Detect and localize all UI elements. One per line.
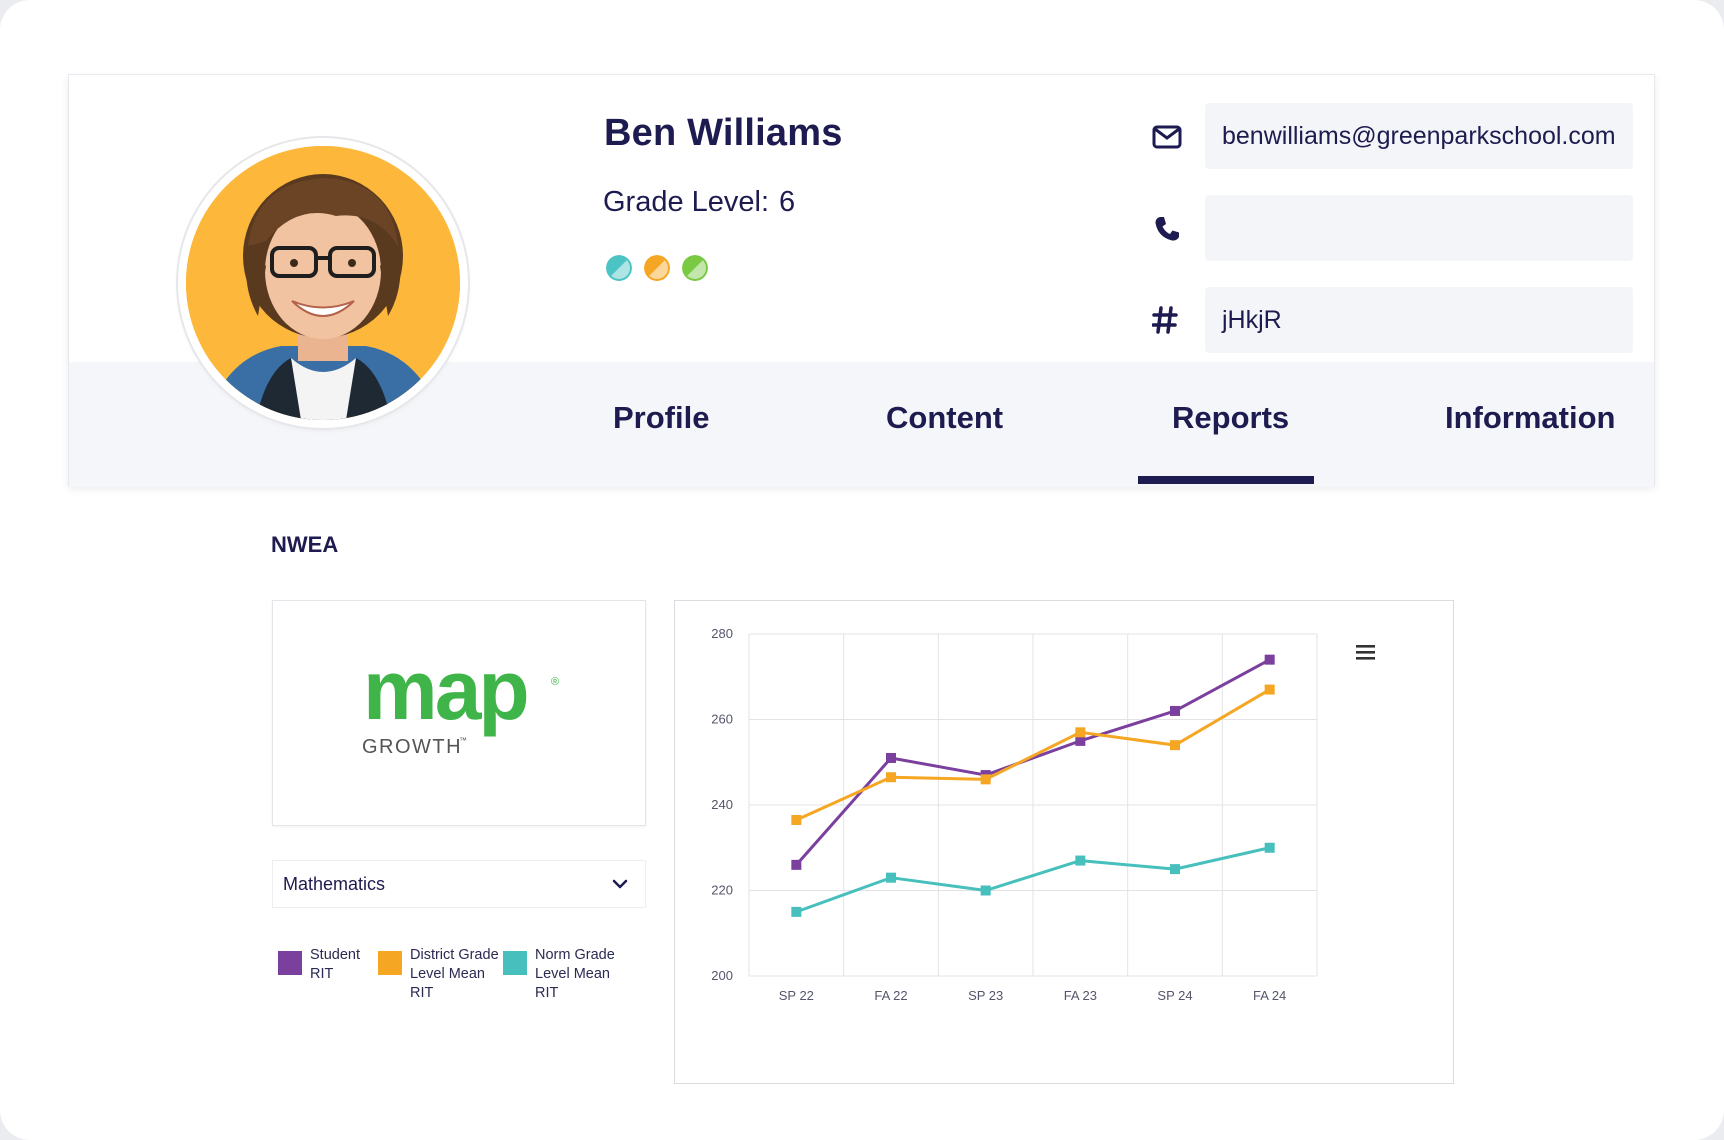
logo-trademark: ™ bbox=[459, 736, 467, 745]
y-tick-label: 240 bbox=[711, 797, 733, 812]
data-point bbox=[1264, 842, 1275, 853]
tab-information[interactable]: Information bbox=[1445, 400, 1616, 435]
data-point bbox=[791, 859, 802, 870]
chart-menu-icon[interactable] bbox=[1353, 643, 1377, 661]
grade-level-label: Grade Level: bbox=[603, 186, 770, 218]
x-tick-label: FA 23 bbox=[1064, 988, 1097, 1003]
logo-subtitle: GROWTH bbox=[362, 736, 462, 758]
legend-swatch bbox=[378, 951, 402, 975]
tab-reports[interactable]: Reports bbox=[1172, 400, 1290, 435]
x-tick-label: SP 22 bbox=[779, 988, 814, 1003]
data-point bbox=[1170, 705, 1180, 716]
y-tick-label: 260 bbox=[711, 712, 733, 727]
data-point bbox=[1075, 735, 1086, 746]
x-tick-label: SP 24 bbox=[1157, 988, 1192, 1003]
section-title: NWEA bbox=[271, 532, 339, 557]
legend-swatch bbox=[278, 951, 302, 975]
legend-label: Student RIT bbox=[310, 947, 360, 982]
chevron-down-icon bbox=[612, 879, 628, 889]
data-point bbox=[886, 752, 896, 763]
data-point bbox=[1170, 740, 1180, 751]
legend-item: Norm Grade Level Mean RIT bbox=[503, 946, 625, 1003]
program-badges bbox=[606, 255, 708, 281]
x-tick-label: SP 23 bbox=[968, 988, 1003, 1003]
y-tick-label: 200 bbox=[711, 968, 733, 983]
badge-orange-icon bbox=[644, 255, 670, 281]
logo-registered-mark: ® bbox=[551, 676, 559, 688]
rit-line-chart: 200 220 240 260 280 SP 22 FA 22 SP 23 FA 23 SP 24… bbox=[674, 600, 1454, 1084]
logo-wordmark: map bbox=[363, 643, 527, 737]
subject-select[interactable]: Mathematics bbox=[272, 860, 646, 908]
phone-field[interactable] bbox=[1205, 195, 1633, 261]
series-line bbox=[795, 658, 1271, 866]
legend-label: District Grade Level Mean RIT bbox=[410, 947, 499, 1001]
series-line bbox=[795, 846, 1270, 914]
student-name: Ben Williams bbox=[604, 112, 843, 154]
data-point bbox=[886, 772, 896, 783]
badge-green-icon bbox=[682, 255, 708, 281]
map-growth-logo: map ® GROWTH ™ bbox=[362, 643, 559, 758]
series-line bbox=[795, 688, 1271, 822]
badge-teal-icon bbox=[606, 255, 632, 281]
phone-icon bbox=[1150, 212, 1184, 246]
legend-item: Student RIT bbox=[278, 946, 380, 984]
hash-icon bbox=[1148, 303, 1182, 337]
data-point bbox=[980, 774, 991, 785]
email-field[interactable]: benwilliams@greenparkschool.com bbox=[1205, 103, 1633, 169]
data-point bbox=[791, 906, 802, 917]
active-tab-indicator bbox=[1138, 476, 1314, 484]
avatar bbox=[178, 138, 468, 428]
tab-profile[interactable]: Profile bbox=[613, 400, 710, 435]
data-point bbox=[791, 814, 802, 825]
subject-select-value: Mathematics bbox=[283, 873, 386, 894]
student-id-field[interactable]: jHkjR bbox=[1205, 287, 1633, 353]
legend-label: Norm Grade Level Mean RIT bbox=[535, 947, 615, 1001]
y-tick-label: 220 bbox=[711, 883, 733, 898]
legend-swatch bbox=[503, 951, 527, 975]
data-point bbox=[1170, 864, 1180, 875]
grade-level-value: 6 bbox=[779, 186, 796, 218]
x-tick-label: FA 24 bbox=[1253, 988, 1286, 1003]
data-point bbox=[1075, 727, 1086, 738]
data-point bbox=[1264, 684, 1275, 695]
chart-canvas: 200 220 240 260 280 SP 22 FA 22 SP 23 FA 23 SP 24… bbox=[711, 626, 1377, 1003]
map-growth-logo-card: map ® GROWTH ™ bbox=[272, 600, 646, 826]
data-point bbox=[886, 872, 896, 883]
data-point bbox=[1075, 855, 1086, 866]
x-tick-label: FA 22 bbox=[874, 988, 907, 1003]
data-point bbox=[1264, 654, 1275, 665]
legend-item: District Grade Level Mean RIT bbox=[378, 946, 500, 1003]
data-point bbox=[980, 885, 991, 896]
grade-level: Grade Level: 6 bbox=[603, 186, 795, 219]
tab-content[interactable]: Content bbox=[886, 400, 1004, 435]
student-photo bbox=[186, 146, 460, 420]
y-tick-label: 280 bbox=[711, 626, 733, 641]
envelope-icon bbox=[1150, 120, 1184, 154]
